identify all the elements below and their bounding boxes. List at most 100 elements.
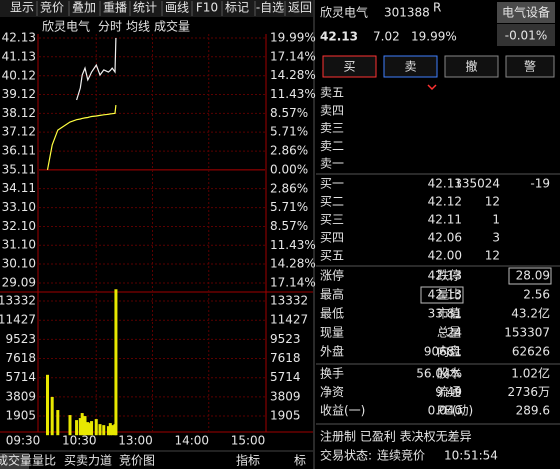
bid-label: 买二	[320, 195, 344, 209]
stat-value: 62626	[512, 345, 550, 359]
stat-label: 外盘	[320, 344, 344, 359]
stock-tags: 注册制 已盈利 表决权无差异	[320, 429, 472, 444]
vol-tick-label-right: 7618	[270, 351, 301, 365]
toolbar-button[interactable]: -自选	[256, 1, 284, 15]
volume-bar	[50, 396, 54, 436]
stock-code: 301388	[384, 6, 430, 20]
x-tick-label: 14:00	[174, 434, 209, 448]
bottom-tab[interactable]: 成交量	[0, 453, 32, 468]
stock-name: 欣灵电气	[320, 5, 368, 20]
bid-price: 42.00	[428, 249, 462, 263]
stat-value: 9.49	[435, 385, 462, 399]
trade-button[interactable]: 警	[524, 59, 536, 74]
toolbar-button[interactable]: 返回	[288, 1, 312, 15]
stat-label: 市值	[437, 306, 461, 321]
vol-tick-label-right: 13332	[270, 294, 308, 308]
bid-label: 买四	[320, 231, 344, 245]
expand-chevron[interactable]	[427, 84, 437, 91]
stat-label: 净资	[320, 385, 344, 399]
bid-price: 42.12	[428, 195, 462, 209]
stat-value: 90681	[424, 345, 462, 359]
bottom-tab[interactable]: 买卖力道	[64, 454, 112, 468]
toolbar-button[interactable]: F10	[196, 1, 218, 15]
y2-tick-label: 8.57%	[270, 106, 308, 120]
ask-label: 卖三	[320, 121, 344, 135]
y-tick-label: 33.10	[2, 200, 36, 214]
stat-label: 最低	[320, 307, 344, 321]
stat-label: 量比	[437, 288, 461, 302]
legend-volume: 成交量	[154, 19, 190, 34]
last-price: 42.13	[320, 30, 358, 44]
volume-bar	[90, 421, 94, 436]
stat-label: 流通	[437, 385, 461, 399]
y-tick-label: 42.13	[2, 31, 36, 45]
volume-bar	[86, 422, 90, 436]
y2-tick-label: 0.00%	[270, 162, 308, 176]
trade-button-frame	[444, 55, 499, 78]
stock-badge: R	[433, 1, 441, 15]
volume-bar	[102, 425, 106, 436]
trade-button-frame	[322, 55, 377, 78]
stat-value: 0.040	[428, 404, 462, 418]
price-change: 7.02	[373, 30, 400, 44]
x-tick-label: 15:00	[231, 434, 266, 448]
bid-volume: 3	[492, 231, 500, 245]
sector-name[interactable]: 电气设备	[502, 5, 550, 20]
bid-label: 买五	[320, 249, 344, 263]
bottom-tab[interactable]: 标	[294, 454, 306, 468]
stat-value: 24	[447, 326, 462, 340]
y-tick-label: 40.12	[2, 68, 36, 82]
status-value: 连续竞价	[377, 448, 425, 463]
stat-value: 33.81	[428, 307, 462, 321]
trade-button[interactable]: 卖	[404, 60, 416, 74]
volume-bar	[80, 413, 84, 436]
bid-volume: 12	[485, 195, 500, 209]
stat-value: 43.2亿	[511, 306, 550, 321]
stat-label: 换手	[320, 367, 344, 381]
stat-highlight	[508, 267, 552, 285]
y2-tick-label: 17.14%	[270, 276, 316, 290]
toolbar-button[interactable]: 画线	[165, 1, 189, 15]
vol-tick-label-right: 11427	[270, 313, 308, 327]
ask-label: 卖一	[320, 157, 344, 171]
bottom-tab[interactable]: 指标	[236, 453, 260, 468]
y-tick-label: 35.11	[2, 162, 36, 176]
bottom-tab[interactable]: 竞价图	[119, 454, 155, 468]
legend-avg: 均线	[126, 20, 150, 34]
volume-bar	[94, 419, 98, 436]
volume-bar	[98, 424, 102, 436]
y-tick-label: 32.10	[2, 219, 36, 233]
toolbar-button[interactable]: 标记	[225, 1, 249, 15]
y2-tick-label: 5.71%	[270, 200, 308, 214]
volume-bar	[108, 423, 112, 436]
sector-change: -0.01%	[505, 29, 547, 43]
toolbar-button[interactable]: 显示	[10, 1, 34, 15]
bid-label: 买三	[320, 213, 344, 227]
y-tick-label: 30.10	[2, 257, 36, 271]
vol-tick-label-right: 9523	[270, 332, 301, 346]
bid-volume: 12	[485, 249, 500, 263]
sector-change-bg	[497, 24, 555, 46]
status-label: 交易状态:	[320, 448, 372, 463]
toolbar-button[interactable]: 叠加	[72, 1, 96, 15]
sector-bg	[497, 2, 555, 23]
y2-tick-label: 11.43%	[270, 238, 316, 252]
y2-tick-label: 14.28%	[270, 257, 316, 271]
x-tick-label: 10:30	[62, 434, 97, 448]
vol-tick-label: 5714	[5, 370, 36, 384]
vol-tick-label-right: 3809	[270, 389, 301, 403]
stat-label: 涨停	[320, 268, 344, 283]
trade-button[interactable]: 买	[343, 60, 355, 74]
toolbar-button[interactable]: 竞价	[40, 1, 64, 15]
bottom-tab[interactable]: 量比	[32, 454, 56, 468]
bid-price: 42.13	[428, 177, 462, 191]
legend-price: 分时	[98, 20, 122, 34]
stat-value: 1.02亿	[511, 366, 550, 381]
stat-value: 42.13	[428, 269, 462, 283]
toolbar-button[interactable]: 统计	[133, 1, 157, 15]
bid-price: 42.11	[428, 213, 462, 227]
trade-button[interactable]: 撤	[465, 59, 477, 74]
toolbar-button[interactable]: 重播	[103, 1, 127, 15]
y2-tick-label: 2.86%	[270, 144, 308, 158]
